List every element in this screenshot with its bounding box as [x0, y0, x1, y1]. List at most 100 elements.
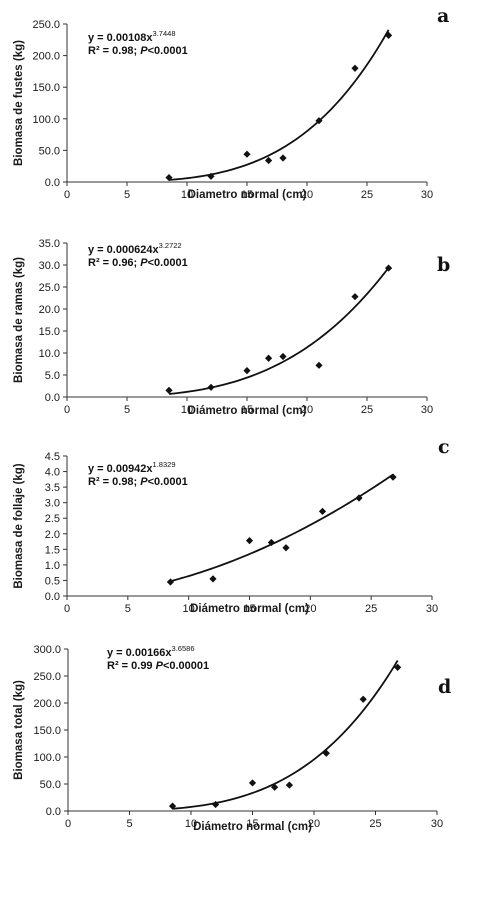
data-point	[285, 781, 293, 789]
data-point	[212, 800, 220, 809]
data-point	[207, 172, 215, 180]
y-tick-label: 20.0	[39, 304, 60, 316]
panel-letter: c	[438, 436, 450, 458]
data-point	[318, 507, 327, 515]
y-tick-label: 150.0	[32, 82, 60, 94]
y-tick-label: 4.5	[45, 451, 60, 463]
chart-panel-c: 0 5 10 15 20 25 30 0.0 0.5 1.0 1.5 2.0 2.5 3.0 3.5 4.0 4…	[13, 436, 450, 615]
panel-letter: b	[437, 254, 450, 276]
p-symbol: P	[156, 660, 164, 672]
fit-curve	[172, 660, 399, 810]
x-tick-label: 0	[64, 603, 70, 615]
y-tick-label: 200.0	[33, 698, 61, 710]
data-point	[267, 538, 275, 547]
y-tick-label: 250.0	[33, 671, 61, 683]
x-tick-label: 20	[301, 404, 313, 416]
x-tick-label: 10	[183, 603, 195, 615]
y-tick-label: 30.0	[39, 260, 60, 272]
data-point	[385, 31, 393, 39]
y-tick-label: 25.0	[39, 282, 60, 294]
p-value: <0.00001	[163, 660, 209, 672]
p-value: <0.0001	[148, 257, 188, 269]
x-tick-label: 10	[181, 189, 193, 201]
x-tick-label: 0	[65, 818, 71, 830]
x-tick-label: 15	[241, 189, 253, 201]
y-tick-label: 200.0	[32, 51, 60, 63]
fit-curve	[168, 267, 390, 395]
y-tick-label: 50.0	[40, 779, 61, 791]
y-tick-label: 2.0	[45, 529, 60, 541]
y-axis-label: Biomasa de fustes (kg)	[13, 40, 25, 166]
x-tick-label: 5	[124, 189, 130, 201]
p-value: <0.0001	[148, 476, 188, 488]
x-tick-label: 10	[181, 404, 193, 416]
x-tick-label: 20	[308, 818, 320, 830]
fit-equation-exponent: 3.7448	[153, 29, 176, 38]
data-point	[315, 361, 323, 369]
x-tick-label: 25	[361, 189, 373, 201]
x-tick-label: 5	[126, 818, 132, 830]
x-tick-label: 5	[125, 603, 131, 615]
x-axis-label: Diámetro normal (cm)	[188, 405, 307, 417]
data-point	[207, 383, 215, 391]
y-tick-label: 0.5	[45, 575, 60, 587]
panel-letter: a	[437, 5, 449, 27]
y-axis-label: Biomasa total (kg)	[13, 680, 25, 780]
chart-panel-a: 0 5 10 15 20 25 30 0.0 50.0 100.0 150.0 200.0 250.0 D…	[13, 5, 449, 201]
x-tick-label: 15	[241, 404, 253, 416]
x-axis-label: Diametro normal (cm)	[188, 189, 307, 201]
fit-equation-base: y = 0.000624x	[88, 244, 160, 256]
r-squared-value: R² = 0.99	[107, 660, 156, 672]
y-axis-label: Biomasa de follaje (kg)	[13, 463, 25, 588]
data-point	[322, 749, 330, 757]
x-tick-label: 25	[365, 603, 377, 615]
p-symbol: P	[140, 45, 148, 57]
fit-equation-exponent: 3.6586	[172, 644, 195, 653]
r-squared-value: R² = 0.98;	[88, 476, 140, 488]
fit-equation-exponent: 3.2722	[159, 241, 182, 250]
y-tick-label: 10.0	[39, 348, 60, 360]
x-tick-label: 25	[369, 818, 381, 830]
y-axis-label: Biomasa de ramas (kg)	[13, 257, 25, 383]
x-axis-label: Diámetro normal (cm)	[190, 603, 309, 615]
data-point	[394, 663, 402, 671]
chart-panel-b: 0 5 10 15 20 25 30 0.0 5.0 10.0 15.0 20.0 25.0 30.0 35…	[13, 238, 450, 417]
data-point	[359, 695, 367, 703]
panel-letter: d	[438, 676, 451, 698]
data-point	[168, 802, 177, 810]
fit-equation-base: y = 0.00108x	[88, 32, 153, 44]
data-point	[265, 354, 273, 362]
data-point	[165, 173, 173, 182]
x-tick-label: 20	[301, 189, 313, 201]
y-tick-label: 100.0	[32, 114, 60, 126]
x-tick-label: 0	[64, 404, 70, 416]
fit-r-squared: R² = 0.98; P<0.0001	[88, 476, 188, 488]
data-point	[243, 150, 251, 158]
x-tick-label: 15	[246, 818, 258, 830]
fit-equation-exponent: 1.8329	[153, 460, 176, 469]
fit-equation: y = 0.00166x3.6586	[107, 644, 195, 659]
fit-equation-base: y = 0.00942x	[88, 463, 153, 475]
x-tick-label: 0	[64, 189, 70, 201]
y-tick-label: 2.5	[45, 513, 60, 525]
fit-equation: y = 0.00108x3.7448	[88, 29, 176, 44]
y-tick-label: 4.0	[45, 467, 60, 479]
x-tick-label: 25	[361, 404, 373, 416]
data-point	[265, 156, 273, 165]
x-tick-label: 30	[431, 818, 443, 830]
x-tick-label: 30	[426, 603, 438, 615]
data-point	[351, 293, 359, 301]
fit-curve	[170, 473, 394, 583]
x-tick-label: 30	[421, 189, 433, 201]
p-symbol: P	[140, 476, 148, 488]
chart-panel-d: 0 5 10 15 20 25 300.050.0100.0150.0200.0250.03…	[13, 644, 451, 833]
y-tick-label: 0.0	[45, 392, 60, 404]
x-tick-label: 10	[185, 818, 197, 830]
y-tick-label: 150.0	[33, 725, 61, 737]
y-tick-label: 1.5	[45, 544, 60, 556]
data-point	[389, 473, 397, 481]
data-point	[166, 578, 175, 586]
y-tick-label: 35.0	[39, 238, 60, 250]
r-squared-value: R² = 0.98;	[88, 45, 140, 57]
